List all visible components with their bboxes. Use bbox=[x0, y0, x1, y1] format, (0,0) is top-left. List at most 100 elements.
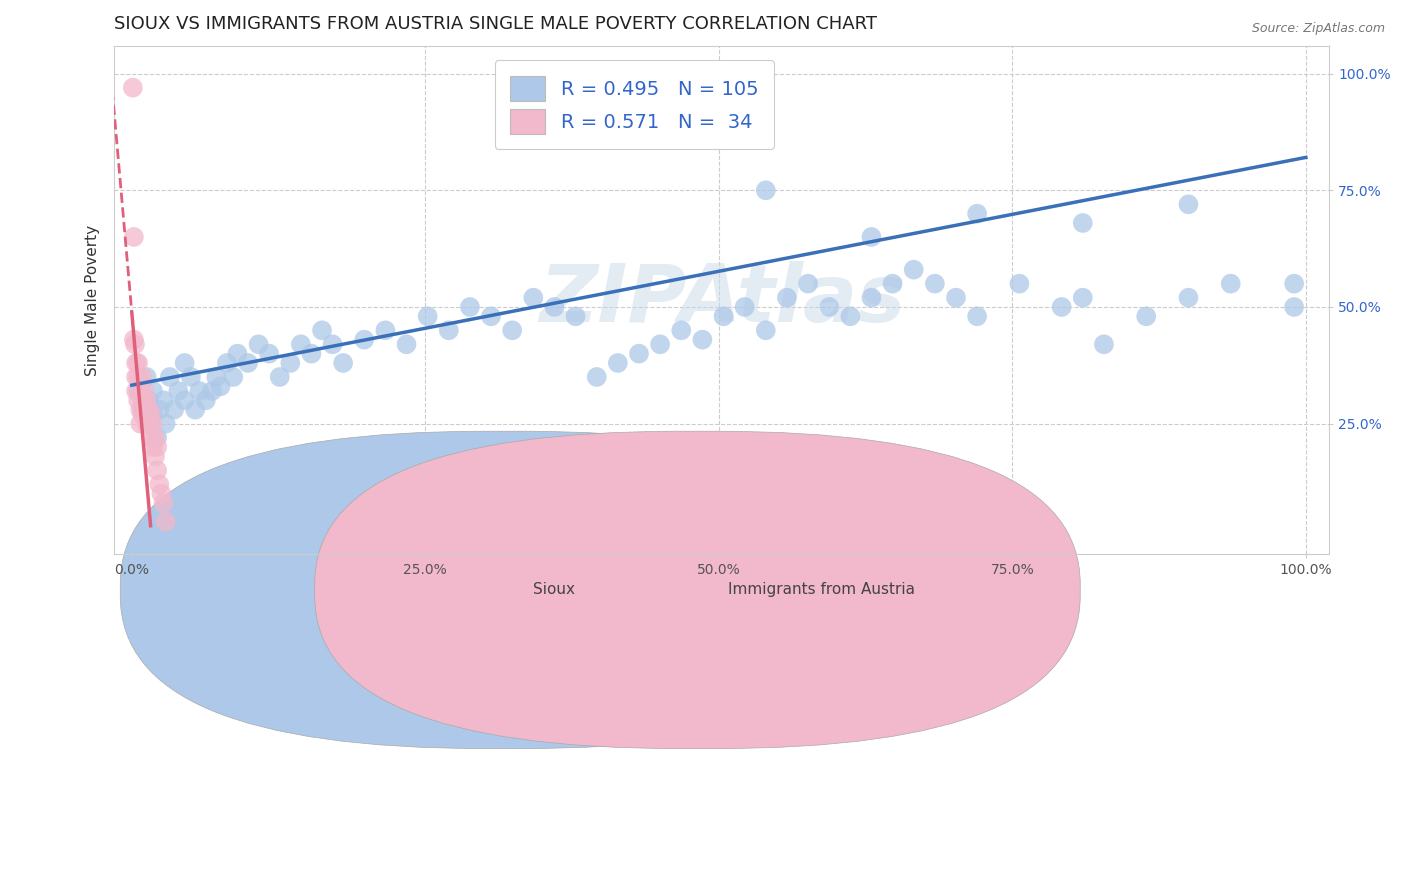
Point bbox=[156, 402, 179, 417]
Point bbox=[139, 417, 162, 431]
Point bbox=[308, 300, 330, 314]
Point bbox=[367, 310, 389, 324]
Point bbox=[650, 291, 672, 305]
Point bbox=[884, 291, 907, 305]
Point bbox=[321, 310, 343, 324]
FancyBboxPatch shape bbox=[315, 431, 1080, 748]
Point bbox=[186, 356, 208, 370]
Point bbox=[131, 407, 153, 421]
Point bbox=[129, 370, 152, 384]
Point bbox=[167, 370, 190, 384]
Point bbox=[1295, 122, 1317, 136]
Text: SIOUX VS IMMIGRANTS FROM AUSTRIA SINGLE MALE POVERTY CORRELATION CHART: SIOUX VS IMMIGRANTS FROM AUSTRIA SINGLE … bbox=[114, 15, 877, 33]
Point bbox=[801, 277, 824, 291]
Point bbox=[1001, 230, 1024, 244]
Point bbox=[232, 337, 254, 351]
Point bbox=[173, 356, 195, 370]
Text: ZIPAtlas: ZIPAtlas bbox=[538, 261, 905, 339]
Point bbox=[1295, 67, 1317, 81]
Text: Immigrants from Austria: Immigrants from Austria bbox=[728, 582, 915, 598]
Point bbox=[1060, 197, 1083, 211]
Point bbox=[450, 310, 472, 324]
Point bbox=[226, 323, 249, 337]
Point bbox=[150, 356, 173, 370]
Point bbox=[128, 402, 150, 417]
Point bbox=[122, 356, 145, 370]
Point bbox=[543, 277, 565, 291]
Text: Sioux: Sioux bbox=[533, 582, 575, 598]
Point bbox=[122, 230, 145, 244]
Point bbox=[578, 291, 600, 305]
Point bbox=[122, 337, 145, 351]
Point bbox=[942, 244, 965, 258]
Point bbox=[1236, 113, 1258, 128]
Y-axis label: Single Male Poverty: Single Male Poverty bbox=[86, 225, 100, 376]
Point bbox=[1260, 216, 1282, 230]
Point bbox=[136, 402, 159, 417]
Point bbox=[555, 262, 578, 277]
Point bbox=[132, 440, 155, 454]
Point bbox=[461, 300, 484, 314]
Point bbox=[285, 310, 308, 324]
Point bbox=[1271, 197, 1294, 211]
Point bbox=[685, 310, 707, 324]
Point bbox=[191, 337, 214, 351]
Point bbox=[262, 323, 284, 337]
Point bbox=[1201, 128, 1223, 142]
Point bbox=[177, 370, 200, 384]
Point bbox=[520, 310, 543, 324]
Point bbox=[343, 291, 366, 305]
Point bbox=[179, 346, 201, 360]
Point bbox=[129, 417, 152, 431]
Point bbox=[531, 291, 554, 305]
Point bbox=[591, 310, 613, 324]
Point bbox=[127, 393, 149, 408]
Point bbox=[124, 370, 146, 384]
Point bbox=[531, 230, 554, 244]
Point bbox=[139, 515, 162, 529]
Point bbox=[825, 310, 848, 324]
Point bbox=[273, 337, 295, 351]
Point bbox=[157, 384, 180, 398]
Point bbox=[202, 370, 225, 384]
Point bbox=[567, 277, 589, 291]
Point bbox=[124, 356, 146, 370]
FancyBboxPatch shape bbox=[121, 431, 886, 748]
Point bbox=[125, 384, 148, 398]
Point bbox=[378, 370, 401, 384]
Point bbox=[591, 207, 613, 221]
Point bbox=[613, 277, 636, 291]
Point bbox=[136, 486, 159, 500]
Point bbox=[135, 431, 157, 445]
Point bbox=[297, 323, 319, 337]
Point bbox=[127, 407, 149, 421]
Point bbox=[132, 407, 155, 421]
Point bbox=[391, 356, 413, 370]
Point bbox=[472, 183, 495, 197]
Point bbox=[848, 244, 870, 258]
Point bbox=[731, 277, 754, 291]
Point bbox=[129, 393, 152, 408]
Point bbox=[128, 384, 150, 398]
Point bbox=[1119, 169, 1142, 184]
Point bbox=[637, 300, 659, 314]
Point bbox=[124, 384, 146, 398]
Point bbox=[415, 337, 437, 351]
Point bbox=[125, 417, 148, 431]
Point bbox=[170, 379, 193, 393]
Point bbox=[138, 393, 160, 408]
Text: Source: ZipAtlas.com: Source: ZipAtlas.com bbox=[1251, 22, 1385, 36]
Point bbox=[966, 230, 988, 244]
Point bbox=[125, 402, 148, 417]
Point bbox=[238, 356, 260, 370]
Point bbox=[134, 431, 156, 445]
Point bbox=[131, 417, 153, 431]
Point bbox=[1177, 136, 1199, 151]
Point bbox=[132, 384, 155, 398]
Point bbox=[129, 402, 152, 417]
Point bbox=[825, 262, 848, 277]
Point bbox=[707, 291, 730, 305]
Point bbox=[127, 370, 149, 384]
Point bbox=[884, 253, 907, 268]
Point bbox=[197, 346, 219, 360]
